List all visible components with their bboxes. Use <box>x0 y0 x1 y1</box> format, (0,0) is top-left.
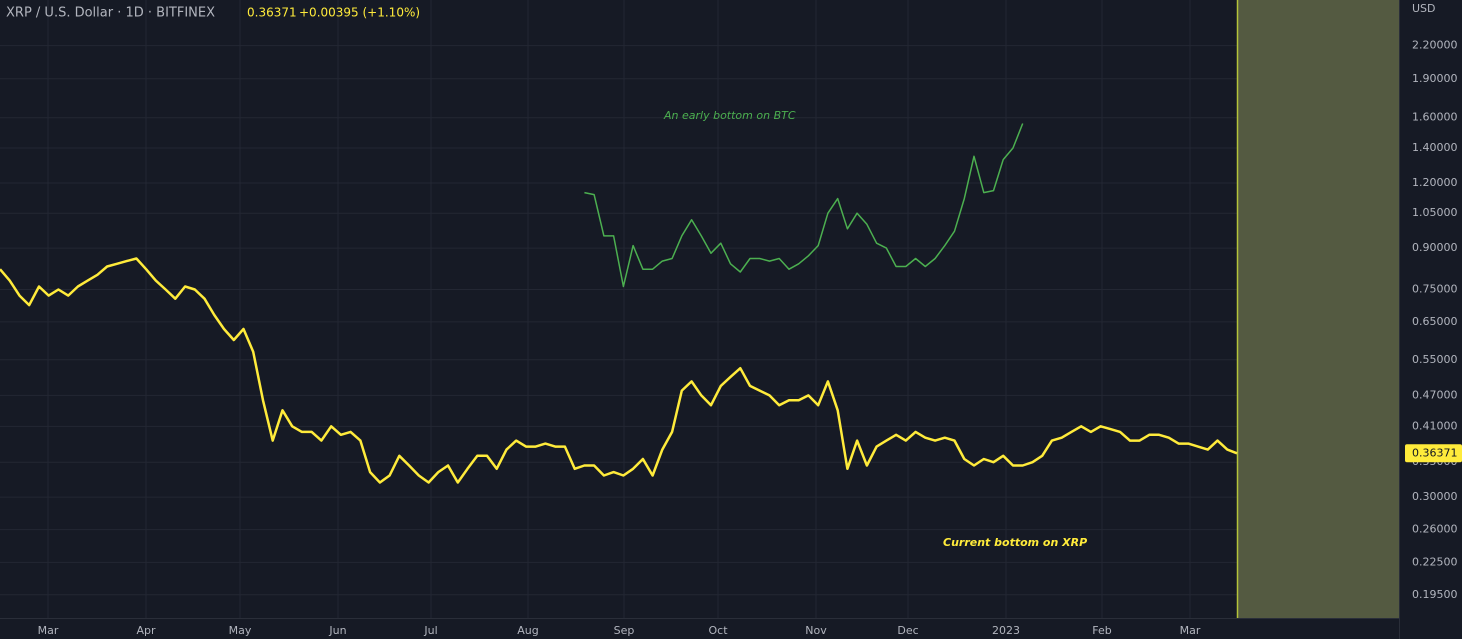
currency-label: USD <box>1412 2 1436 15</box>
y-tick-label: 0.22500 <box>1412 555 1458 568</box>
y-tick-label: 0.65000 <box>1412 315 1458 328</box>
x-tick-label: Aug <box>517 624 538 637</box>
x-tick-label: Apr <box>136 624 156 637</box>
price-axis: 2.20000 1.90000 1.60000 1.40000 1.20000 1.050… <box>1405 39 1462 601</box>
chart-title: XRP / U.S. Dollar · 1D · BITFINEX <box>6 6 215 21</box>
x-tick-label: Nov <box>805 624 827 637</box>
grid <box>0 0 1399 618</box>
y-tick-label: 1.90000 <box>1412 72 1458 85</box>
y-tick-label: 0.19500 <box>1412 588 1458 601</box>
x-tick-label: Dec <box>897 624 918 637</box>
y-tick-label: 0.47000 <box>1412 388 1458 401</box>
y-tick-label: 2.20000 <box>1412 39 1458 52</box>
y-tick-label: 1.60000 <box>1412 111 1458 124</box>
price-marker-label: 0.36371 <box>1412 446 1458 459</box>
x-tick-label: Jun <box>328 624 346 637</box>
price-change: +0.00395 (+1.10%) <box>299 6 420 20</box>
last-price: 0.36371 <box>247 6 297 20</box>
price-line <box>584 123 1024 288</box>
price-line <box>0 257 1238 484</box>
y-tick-label: 1.20000 <box>1412 176 1458 189</box>
x-tick-label: Mar <box>38 624 59 637</box>
x-tick-label: Mar <box>1180 624 1201 637</box>
x-tick-label: 2023 <box>992 624 1020 637</box>
y-tick-label: 0.26000 <box>1412 523 1458 536</box>
annotation: An early bottom on BTC <box>663 109 796 122</box>
y-tick-label: 1.05000 <box>1412 206 1458 219</box>
x-tick-label: May <box>229 624 252 637</box>
price-marker <box>1405 444 1462 463</box>
shaded-zone <box>1237 0 1399 618</box>
y-tick-label: 0.41000 <box>1412 419 1458 432</box>
x-tick-label: Oct <box>708 624 728 637</box>
y-tick-label: 1.40000 <box>1412 141 1458 154</box>
x-tick-label: Jul <box>423 624 437 637</box>
x-tick-label: Sep <box>614 624 635 637</box>
y-tick-label: 0.55000 <box>1412 353 1458 366</box>
plot <box>0 123 1238 484</box>
annotation: Current bottom on XRP <box>943 536 1087 549</box>
y-tick-label: 0.30000 <box>1412 490 1458 503</box>
y-tick-label: 0.75000 <box>1412 282 1458 295</box>
y-tick-label: 0.90000 <box>1412 241 1458 254</box>
x-tick-label: Feb <box>1092 624 1111 637</box>
